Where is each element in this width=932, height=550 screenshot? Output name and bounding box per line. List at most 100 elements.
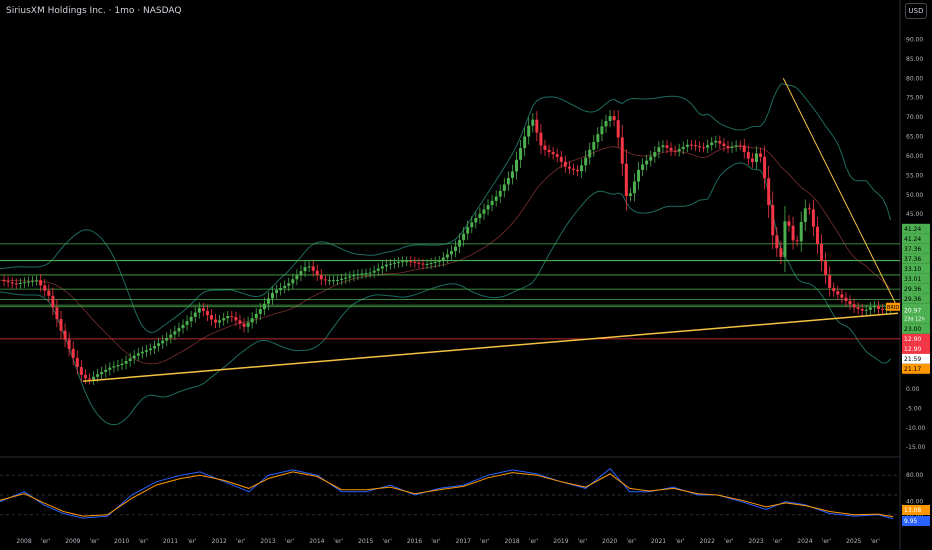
candle[interactable] <box>454 246 458 252</box>
candle[interactable] <box>787 221 791 226</box>
candle[interactable] <box>165 337 169 341</box>
candle[interactable] <box>161 340 165 344</box>
candle[interactable] <box>254 313 258 319</box>
candle[interactable] <box>234 317 238 321</box>
candle[interactable] <box>779 248 783 257</box>
candle[interactable] <box>673 150 677 152</box>
candle[interactable] <box>100 372 104 375</box>
candle[interactable] <box>649 156 653 161</box>
candle[interactable] <box>754 153 758 162</box>
candle[interactable] <box>588 149 592 158</box>
candle[interactable] <box>246 322 250 327</box>
candle[interactable] <box>706 145 710 148</box>
candle[interactable] <box>181 324 185 329</box>
candle[interactable] <box>262 303 266 310</box>
rsi-signal-line[interactable] <box>0 471 894 518</box>
candle[interactable] <box>791 225 795 241</box>
candle[interactable] <box>767 178 771 206</box>
candle[interactable] <box>604 120 608 127</box>
candle[interactable] <box>230 316 234 318</box>
candle[interactable] <box>494 196 498 201</box>
candle[interactable] <box>327 280 331 282</box>
candle[interactable] <box>250 318 254 323</box>
candle[interactable] <box>59 319 63 331</box>
candle[interactable] <box>547 149 551 153</box>
candle[interactable] <box>393 262 397 264</box>
candle[interactable] <box>714 140 718 143</box>
candle[interactable] <box>132 355 136 359</box>
candle[interactable] <box>852 304 856 308</box>
candle[interactable] <box>486 205 490 210</box>
candle[interactable] <box>576 169 580 172</box>
interval-label[interactable]: 1mo <box>114 6 135 16</box>
candle[interactable] <box>2 280 6 282</box>
candle[interactable] <box>689 144 693 146</box>
candle[interactable] <box>763 156 767 179</box>
candle[interactable] <box>637 169 641 182</box>
candle[interactable] <box>295 275 299 280</box>
candle[interactable] <box>242 323 246 327</box>
candle[interactable] <box>458 240 462 247</box>
candle[interactable] <box>299 271 303 276</box>
candle[interactable] <box>120 363 124 366</box>
candle[interactable] <box>425 264 429 266</box>
candle[interactable] <box>730 146 734 148</box>
candle[interactable] <box>222 318 226 321</box>
candle[interactable] <box>336 279 340 281</box>
candle[interactable] <box>87 378 91 380</box>
candle[interactable] <box>153 346 157 349</box>
candle[interactable] <box>559 156 563 162</box>
candle[interactable] <box>710 142 714 146</box>
candle[interactable] <box>750 158 754 162</box>
currency-button[interactable]: USD <box>905 3 927 19</box>
candle[interactable] <box>820 243 824 262</box>
candle[interactable] <box>836 291 840 295</box>
candle[interactable] <box>421 263 425 265</box>
candle[interactable] <box>331 280 335 282</box>
candle[interactable] <box>14 283 18 285</box>
candle[interactable] <box>641 164 645 170</box>
candle[interactable] <box>380 266 384 269</box>
candle[interactable] <box>205 310 209 316</box>
candle[interactable] <box>275 290 279 293</box>
candle[interactable] <box>746 152 750 159</box>
candle[interactable] <box>177 328 181 332</box>
candle[interactable] <box>189 316 193 322</box>
candle[interactable] <box>490 200 494 206</box>
candle[interactable] <box>173 331 177 335</box>
candle[interactable] <box>185 321 189 325</box>
candle[interactable] <box>856 307 860 310</box>
candle[interactable] <box>83 374 87 379</box>
candle[interactable] <box>104 369 108 373</box>
candle[interactable] <box>136 353 140 356</box>
candle[interactable] <box>279 287 283 291</box>
candle[interactable] <box>266 298 270 304</box>
candle[interactable] <box>815 226 819 244</box>
candle[interactable] <box>92 376 96 380</box>
candle[interactable] <box>413 261 417 263</box>
candle[interactable] <box>197 308 201 313</box>
candle[interactable] <box>311 266 315 271</box>
candle[interactable] <box>876 306 880 309</box>
candle[interactable] <box>384 264 388 267</box>
candle[interactable] <box>437 260 441 262</box>
candle[interactable] <box>209 315 213 320</box>
candle[interactable] <box>693 145 697 147</box>
candle[interactable] <box>388 263 392 265</box>
candle[interactable] <box>632 181 636 194</box>
candle[interactable] <box>571 168 575 170</box>
candle[interactable] <box>323 279 327 281</box>
candle[interactable] <box>218 320 222 323</box>
candle[interactable] <box>67 339 71 349</box>
candle[interactable] <box>669 147 673 151</box>
trend-line[interactable] <box>82 312 899 382</box>
candle[interactable] <box>698 146 702 148</box>
candle[interactable] <box>63 330 67 340</box>
candle[interactable] <box>811 209 815 227</box>
candle[interactable] <box>795 240 799 242</box>
candle[interactable] <box>238 320 242 324</box>
candle[interactable] <box>531 119 535 126</box>
candle[interactable] <box>596 134 600 142</box>
candle[interactable] <box>352 275 356 277</box>
